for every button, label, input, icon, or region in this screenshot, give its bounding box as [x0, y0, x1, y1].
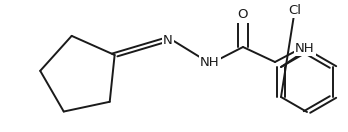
Text: NH: NH — [295, 41, 315, 55]
Text: NH: NH — [200, 55, 220, 69]
Text: N: N — [163, 34, 173, 46]
Text: Cl: Cl — [288, 4, 301, 16]
Text: O: O — [238, 8, 248, 22]
